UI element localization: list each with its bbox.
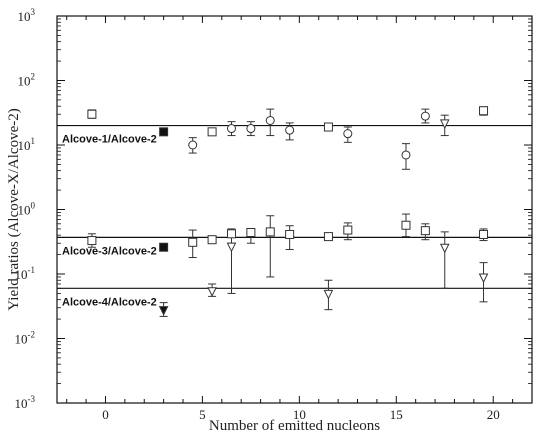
data-point-square xyxy=(285,229,295,239)
data-point-square xyxy=(159,242,169,252)
data-point-square xyxy=(188,237,198,247)
data-point-square xyxy=(207,235,217,245)
data-point-triangle xyxy=(158,306,169,316)
data-point-circle xyxy=(265,115,275,125)
data-point-circle xyxy=(246,124,256,134)
y-tick-label: 101 xyxy=(18,136,36,153)
data-point-square xyxy=(401,220,411,230)
y-tick-label: 10-1 xyxy=(15,265,36,282)
y-tick-label: 103 xyxy=(18,7,36,24)
data-point-triangle xyxy=(439,243,450,254)
x-tick-label: 10 xyxy=(293,407,306,422)
data-point-square xyxy=(323,232,333,242)
x-tick-label: 0 xyxy=(102,407,109,422)
data-point-square xyxy=(265,227,275,237)
y-tick-label: 100 xyxy=(18,201,36,218)
data-point-circle xyxy=(401,150,411,160)
data-point-circle xyxy=(285,125,295,135)
x-tick-label: 5 xyxy=(199,407,206,422)
data-point-circle xyxy=(226,124,236,134)
data-point-square xyxy=(246,227,256,237)
data-point-square xyxy=(323,122,333,132)
series-label-2: Alcove-3/Alcove-2 xyxy=(62,245,157,257)
x-tick-label: 15 xyxy=(390,407,403,422)
data-point-square xyxy=(207,127,217,137)
data-point-circle xyxy=(343,129,353,139)
data-point-square xyxy=(420,226,430,236)
data-point-square xyxy=(87,236,97,246)
data-point-square xyxy=(343,225,353,235)
data-point-square xyxy=(479,229,489,239)
data-point-circle xyxy=(420,111,430,121)
data-point-square xyxy=(87,109,97,119)
data-point-square xyxy=(159,127,169,137)
y-tick-label: 10-2 xyxy=(15,330,36,347)
y-axis-title: Yield ratios (Alcove-X/Alcove-2) xyxy=(6,108,22,310)
series-label-3: Alcove-4/Alcove-2 xyxy=(62,296,157,308)
data-point-triangle xyxy=(478,273,489,284)
series-label-1: Alcove-1/Alcove-2 xyxy=(62,134,157,146)
data-point-square xyxy=(479,106,489,116)
plot-frame xyxy=(56,15,533,404)
y-tick-label: 10-3 xyxy=(15,394,36,411)
x-axis-title: Number of emitted nucleons xyxy=(209,418,380,434)
data-point-triangle xyxy=(207,287,217,297)
data-point-square xyxy=(226,229,236,239)
data-point-triangle xyxy=(226,242,237,253)
data-point-circle xyxy=(188,140,198,150)
data-point-triangle xyxy=(323,289,334,300)
y-tick-label: 102 xyxy=(18,72,36,89)
x-tick-label: 20 xyxy=(487,407,500,422)
data-point-triangle xyxy=(439,119,450,130)
